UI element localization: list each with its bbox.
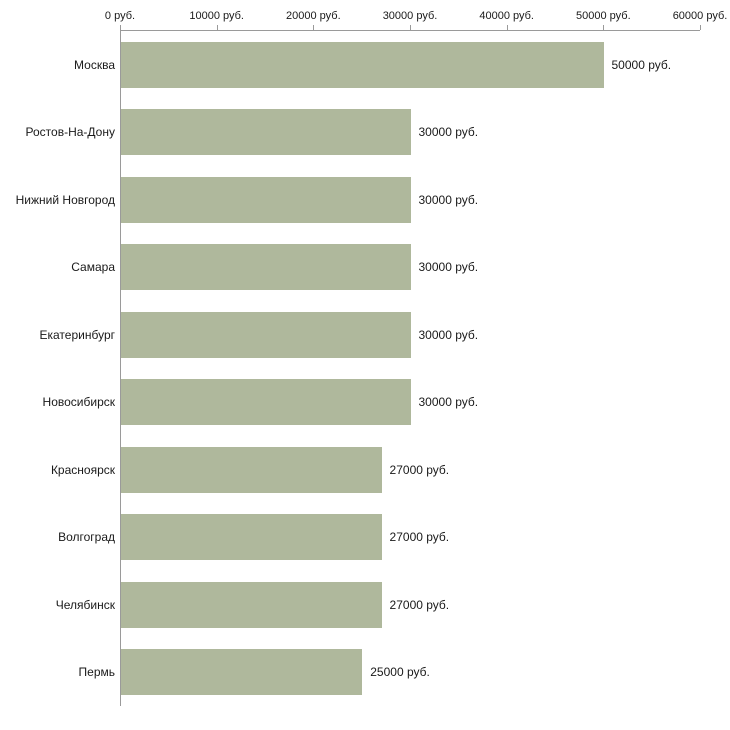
bar xyxy=(121,311,411,358)
value-label: 30000 руб. xyxy=(418,125,479,140)
value-label: 27000 руб. xyxy=(389,462,450,477)
category-label: Новосибирск xyxy=(42,395,115,410)
category-label: Нижний Новгород xyxy=(15,192,115,207)
value-label: 27000 руб. xyxy=(389,597,450,612)
x-tick-mark xyxy=(700,25,701,30)
x-tick-mark xyxy=(216,25,218,30)
x-tick-label: 20000 руб. xyxy=(286,10,341,22)
bar xyxy=(121,41,604,88)
category-label: Волгоград xyxy=(58,530,115,545)
category-label: Челябинск xyxy=(55,597,115,612)
x-tick-label: 0 руб. xyxy=(104,10,136,22)
bar-row: Пермь 25000 руб. xyxy=(79,639,700,707)
value-label: 30000 руб. xyxy=(418,260,479,275)
x-tick-label: 40000 руб. xyxy=(479,10,534,22)
value-label: 30000 руб. xyxy=(418,327,479,342)
bar xyxy=(121,176,411,223)
bar xyxy=(121,379,411,426)
x-tick-label: 30000 руб. xyxy=(382,10,438,22)
x-tick-mark xyxy=(603,25,605,30)
bar-row: Самара 30000 руб. xyxy=(71,234,700,302)
plot-area: Москва 50000 руб. Ростов-На-Дону 30000 руб.… xyxy=(16,30,700,707)
category-label: Самара xyxy=(71,260,115,275)
bar xyxy=(121,109,411,156)
category-label: Ростов-На-Дону xyxy=(25,125,115,140)
bar xyxy=(121,446,382,493)
category-label: Екатеринбург xyxy=(39,327,116,342)
bar-row: Волгоград 27000 руб. xyxy=(58,504,700,572)
value-label: 50000 руб. xyxy=(611,57,672,72)
x-tick-mark xyxy=(120,25,121,30)
x-tick-mark xyxy=(506,25,508,30)
category-label: Москва xyxy=(74,57,115,72)
value-label: 27000 руб. xyxy=(389,530,450,545)
bar xyxy=(121,514,382,561)
bar xyxy=(121,581,382,628)
x-tick-label: 10000 руб. xyxy=(189,10,244,22)
bar-row: Ростов-На-Дону 30000 руб. xyxy=(26,99,700,167)
x-tick-mark xyxy=(313,25,315,30)
bar xyxy=(121,244,411,291)
x-axis: 0 руб. 10000 руб. 20000 руб. 30000 руб. 4000… xyxy=(105,0,727,30)
category-label: Пермь xyxy=(78,665,115,680)
value-label: 30000 руб. xyxy=(418,192,479,207)
bar-row: Нижний Новгород 30000 руб. xyxy=(16,166,700,234)
bar-row: Новосибирск 30000 руб. xyxy=(43,369,700,437)
value-label: 30000 руб. xyxy=(418,395,479,410)
category-label: Красноярск xyxy=(50,462,115,477)
bar-row: Красноярск 27000 руб. xyxy=(51,436,700,504)
bar-row: Екатеринбург 30000 руб. xyxy=(40,301,700,369)
bar-row: Москва 50000 руб. xyxy=(74,31,700,99)
value-label: 25000 руб. xyxy=(370,665,430,680)
x-tick-label: 60000 руб. xyxy=(672,10,728,22)
bar-row: Челябинск 27000 руб. xyxy=(56,571,700,639)
x-tick-label: 50000 руб. xyxy=(576,10,631,22)
bar xyxy=(121,649,363,696)
x-tick-mark xyxy=(410,25,411,30)
